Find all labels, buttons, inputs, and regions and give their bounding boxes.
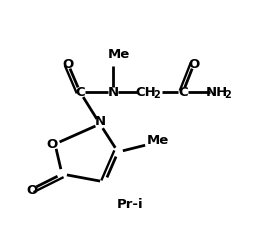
Text: O: O	[188, 58, 200, 70]
Text: Me: Me	[108, 48, 130, 62]
Text: C: C	[178, 85, 188, 99]
Text: CH: CH	[136, 85, 156, 99]
Text: NH: NH	[206, 85, 228, 99]
Text: O: O	[46, 138, 58, 150]
Text: Pr-i: Pr-i	[117, 199, 143, 211]
Text: N: N	[94, 116, 105, 128]
Text: Me: Me	[147, 135, 169, 147]
Text: C: C	[75, 85, 85, 99]
Text: O: O	[27, 185, 38, 198]
Text: 2: 2	[225, 90, 231, 100]
Text: O: O	[62, 58, 74, 70]
Text: 2: 2	[154, 90, 160, 100]
Text: N: N	[107, 85, 119, 99]
